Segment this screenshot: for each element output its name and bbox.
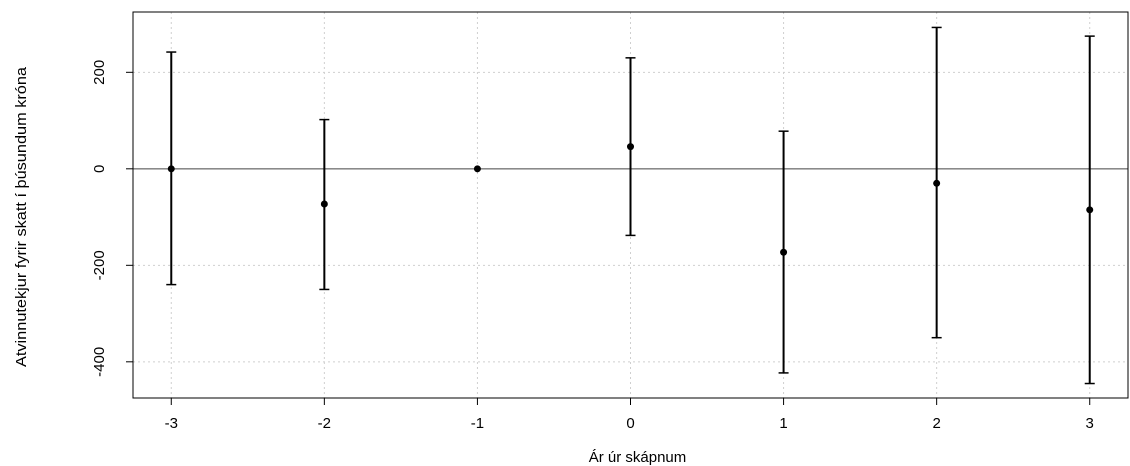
x-tick-label: 1 [779, 415, 787, 432]
x-tick-label: 2 [932, 415, 940, 432]
point-estimate [780, 248, 788, 256]
point-estimate [320, 200, 328, 208]
y-tick-label: 0 [91, 165, 108, 173]
point-estimate [627, 143, 634, 151]
x-tick-label: -2 [318, 415, 331, 432]
x-axis-title: Ár úr skápnum [589, 449, 687, 466]
x-tick-label: -1 [471, 415, 484, 432]
point-estimates [167, 143, 1094, 256]
x-axis: -3 -2 -1 0 1 2 3 [165, 398, 1094, 432]
x-tick-label: -3 [165, 415, 178, 432]
point-estimate [933, 179, 941, 187]
y-tick-label: 200 [91, 60, 108, 85]
y-axis: -400 -200 0 200 [91, 60, 133, 377]
point-estimate [1086, 206, 1094, 214]
x-tick-label: 0 [626, 415, 634, 432]
y-tick-label: -200 [91, 250, 108, 280]
y-tick-label: -400 [91, 347, 108, 377]
x-tick-label: 3 [1086, 415, 1094, 432]
point-estimate [167, 165, 175, 173]
y-axis-title: Atvinnutekjur fyrir skatt í þúsundum kró… [13, 66, 30, 367]
point-estimate [473, 165, 481, 173]
error-bars [166, 26, 1095, 385]
